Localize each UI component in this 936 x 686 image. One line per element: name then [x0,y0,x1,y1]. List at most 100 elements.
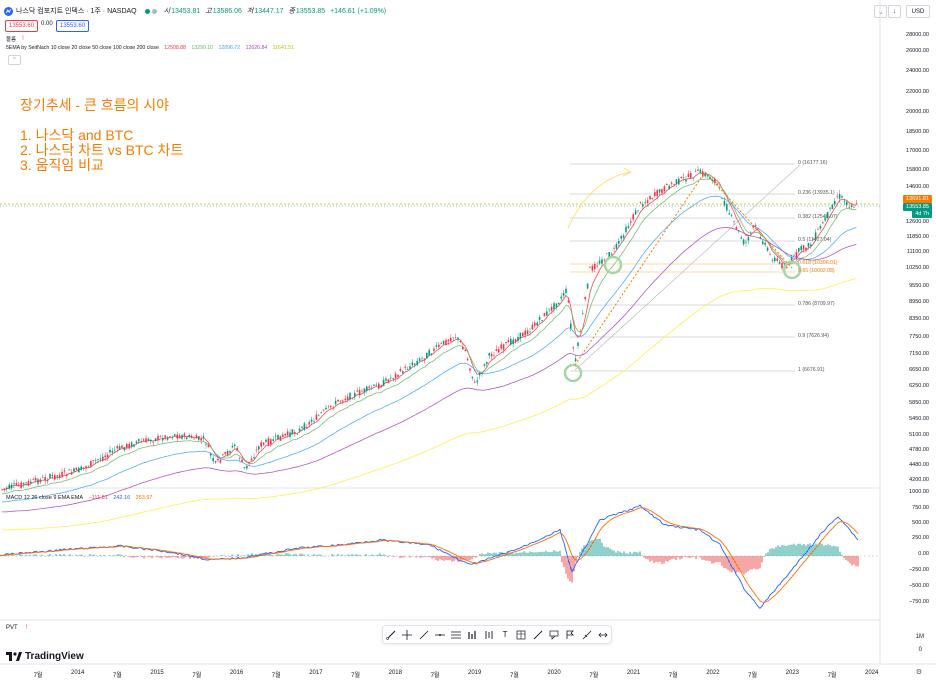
sell-button[interactable]: 13553.60 [5,20,39,32]
macd-histogram-bar [103,555,105,556]
ema-value-20: 13290.10 [191,45,214,51]
macd-histogram-bar [435,556,437,560]
buy-button[interactable]: 13553.60 [56,20,90,32]
candle [325,407,327,410]
text-icon[interactable]: T [502,630,508,639]
ema-value-50: 12896.72 [218,45,241,51]
fib-level-label: 0.65 (10002.08) [798,268,835,274]
macd-histogram-bar [355,554,357,556]
annotation-title[interactable]: 장기추세 - 큰 흐름의 시야 [20,97,170,113]
ruler-icon[interactable] [581,629,593,641]
candle [646,200,649,203]
trend-line-icon[interactable] [385,629,397,641]
warning-icon[interactable]: ! [25,625,28,631]
tradingview-logo[interactable]: TradingView [6,651,84,662]
brush-icon[interactable] [532,629,544,641]
settings-gear-icon[interactable]: ⚙ [915,669,922,676]
candle [630,221,632,223]
annotation-line-1[interactable]: 1. 나스닥 and BTC [20,127,134,143]
candle [188,434,190,438]
macd-histogram-bar [567,556,569,579]
candle [764,242,766,245]
macd-histogram-bar [135,556,137,557]
macd-signal-value: 353.97 [135,495,153,501]
candle [190,435,193,438]
macd-legend[interactable]: MACD 12 26 close 9 EMA EMA −111.81 242.1… [6,495,157,501]
macd-histogram-bar [675,556,677,560]
candle [824,217,826,221]
macd-histogram-bar [625,553,627,556]
macd-axis[interactable]: 1000.00 750.00 500.00 250.00 0.00 −250.00 −500… [880,488,936,620]
candle [286,431,289,436]
candle [464,350,466,351]
macd-histogram-bar [295,553,297,556]
candle [560,296,562,299]
candle [121,445,123,448]
arrow-down-icon[interactable]: ↓ [888,5,901,18]
macd-histogram-bar [479,554,481,556]
macd-histogram-bar [781,545,783,556]
candle [723,200,726,206]
ema-legend[interactable]: 5EMA by SeitNach 10 close 20 close 50 cl… [6,45,298,51]
time-axis-tick: 2023 [785,670,799,676]
macd-histogram-bar [315,555,317,556]
ema-line [1,195,857,503]
macd-histogram-bar [571,556,573,583]
candle [531,324,534,330]
table-icon[interactable] [515,629,527,641]
macd-histogram-bar [685,556,687,557]
volume-indicator[interactable]: 볼륨 ! [6,35,24,43]
macd-histogram-bar [385,555,387,556]
macd-histogram-bar [221,555,223,556]
candle [195,435,198,439]
macd-histogram-bar [251,553,253,556]
candle [536,322,538,326]
macd-histogram-bar [703,556,705,560]
pvt-indicator[interactable]: PVT ! [6,625,27,631]
macd-name: MACD 12 26 close 9 EMA EMA [6,495,84,501]
annotation-line-2[interactable]: 2. 나스닥 차트 vs BTC 차트 [20,142,184,158]
macd-histogram-bar [787,545,789,556]
long-position-icon[interactable] [467,629,479,641]
horizontal-line-icon[interactable] [434,629,446,641]
macd-histogram-bar [831,546,833,556]
candle [61,471,63,477]
macd-histogram-bar [725,556,727,569]
symbol-title[interactable]: 나스닥 컴포지트 인덱스 · 1주 · NASDAQ [16,8,137,15]
line-icon[interactable] [418,629,430,641]
symbol-header[interactable]: 나스닥 컴포지트 인덱스 · 1주 · NASDAQ 시13453.81 고13… [0,4,389,18]
price-axis-tick: 9550.00 [909,283,929,289]
annotation-line-3[interactable]: 3. 움직임 비교 [20,157,104,173]
candle [229,451,231,453]
price-axis-tick: 24000.00 [906,68,929,74]
candle [267,438,270,446]
candle [663,186,666,192]
measure-icon[interactable] [597,629,609,641]
warning-icon[interactable]: ! [22,36,24,42]
macd-histogram-bar [127,556,129,557]
macd-histogram-bar [673,556,675,559]
currency-button[interactable]: USD [906,5,930,18]
candle [13,483,15,485]
collapse-legend-icon[interactable]: ⌃ [8,55,21,65]
drawing-toolbar[interactable]: T [382,625,612,644]
time-axis[interactable]: 7월 2014 7월 2015 7월 2016 7월 2017 7월 2018 7월 2019 7월 20… [0,664,880,686]
macd-histogram-bar [91,555,93,556]
candle [762,241,764,244]
callout-icon[interactable] [548,629,560,641]
macd-histogram-bar [301,553,303,556]
macd-histogram-bar [285,553,287,556]
price-axis-tick: 4480.00 [909,462,929,468]
macd-histogram-bar [719,556,721,562]
price-axis[interactable]: 28000.00 26000.00 24000.00 22000.00 20000.00… [880,0,936,488]
candle [301,426,303,428]
macd-histogram-bar [89,554,91,556]
candle [805,247,807,250]
candle [754,225,757,227]
fib-retracement-icon[interactable] [450,629,462,641]
crosshair-icon[interactable] [401,629,413,641]
bars-icon[interactable] [483,629,495,641]
macd-histogram-bar [359,554,361,556]
flag-icon[interactable] [564,629,576,641]
